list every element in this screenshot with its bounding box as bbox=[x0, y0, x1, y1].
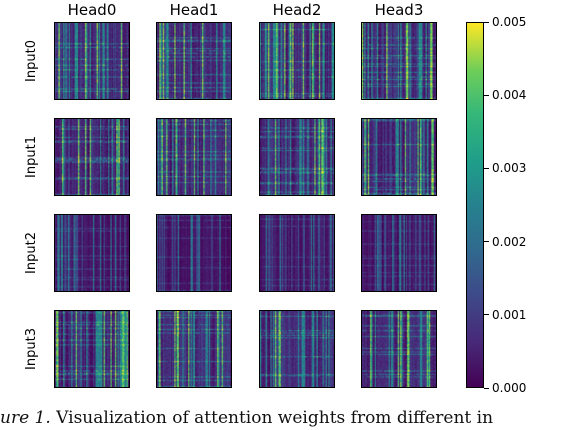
column-title-head3: Head3 bbox=[374, 1, 424, 19]
heatmap-canvas bbox=[362, 119, 436, 195]
caption-figure-number: ure 1. bbox=[0, 408, 51, 428]
caption-text: Visualization of attention weights from … bbox=[56, 408, 494, 428]
heatmap-input0-head2 bbox=[259, 22, 335, 100]
colorbar-tick-label: 0.002 bbox=[492, 234, 527, 249]
heatmap-canvas bbox=[55, 119, 129, 195]
heatmap-input3-head2 bbox=[259, 310, 335, 388]
heatmap-input3-head1 bbox=[156, 310, 232, 388]
row-label-input0: Input0 bbox=[24, 40, 39, 82]
colorbar-tick-mark bbox=[484, 314, 489, 316]
heatmap-input0-head3 bbox=[361, 22, 437, 100]
colorbar-tick-label: 0.004 bbox=[492, 88, 527, 103]
heatmap-canvas bbox=[55, 311, 129, 387]
heatmap-canvas bbox=[362, 23, 436, 99]
row-label-input2: Input2 bbox=[24, 232, 39, 274]
heatmap-input2-head3 bbox=[361, 214, 437, 292]
heatmap-input0-head0 bbox=[54, 22, 130, 100]
heatmap-canvas bbox=[260, 119, 334, 195]
heatmap-input2-head2 bbox=[259, 214, 335, 292]
heatmap-input1-head3 bbox=[361, 118, 437, 196]
colorbar-tick-label: 0.000 bbox=[492, 381, 527, 395]
heatmap-input2-head0 bbox=[54, 214, 130, 292]
heatmap-input1-head0 bbox=[54, 118, 130, 196]
column-title-head2: Head2 bbox=[272, 1, 322, 19]
heatmap-canvas bbox=[362, 215, 436, 291]
colorbar-tick-mark bbox=[484, 94, 489, 96]
heatmap-input3-head3 bbox=[361, 310, 437, 388]
figure-caption: ure 1. Visualization of attention weight… bbox=[0, 407, 566, 429]
heatmap-canvas bbox=[362, 311, 436, 387]
row-label-input3: Input3 bbox=[24, 328, 39, 370]
colorbar-tick-label: 0.003 bbox=[492, 161, 527, 176]
heatmap-input0-head1 bbox=[156, 22, 232, 100]
heatmap-canvas bbox=[260, 23, 334, 99]
heatmap-canvas bbox=[157, 311, 231, 387]
column-title-head1: Head1 bbox=[169, 1, 219, 19]
heatmap-canvas bbox=[157, 119, 231, 195]
heatmap-input3-head0 bbox=[54, 310, 130, 388]
heatmap-canvas bbox=[157, 23, 231, 99]
heatmap-canvas bbox=[260, 215, 334, 291]
column-title-head0: Head0 bbox=[67, 1, 117, 19]
colorbar bbox=[466, 22, 484, 388]
row-label-input1: Input1 bbox=[24, 136, 39, 178]
heatmap-canvas bbox=[157, 215, 231, 291]
heatmap-canvas bbox=[55, 23, 129, 99]
colorbar-tick-mark bbox=[484, 387, 489, 389]
colorbar-tick-mark bbox=[484, 21, 489, 23]
colorbar-tick-label: 0.005 bbox=[492, 15, 527, 29]
colorbar-tick-label: 0.001 bbox=[492, 307, 527, 322]
colorbar-tick-mark bbox=[484, 241, 489, 243]
heatmap-input2-head1 bbox=[156, 214, 232, 292]
heatmap-canvas bbox=[55, 215, 129, 291]
heatmap-input1-head1 bbox=[156, 118, 232, 196]
heatmap-input1-head2 bbox=[259, 118, 335, 196]
heatmap-canvas bbox=[260, 311, 334, 387]
colorbar-tick-mark bbox=[484, 167, 489, 169]
